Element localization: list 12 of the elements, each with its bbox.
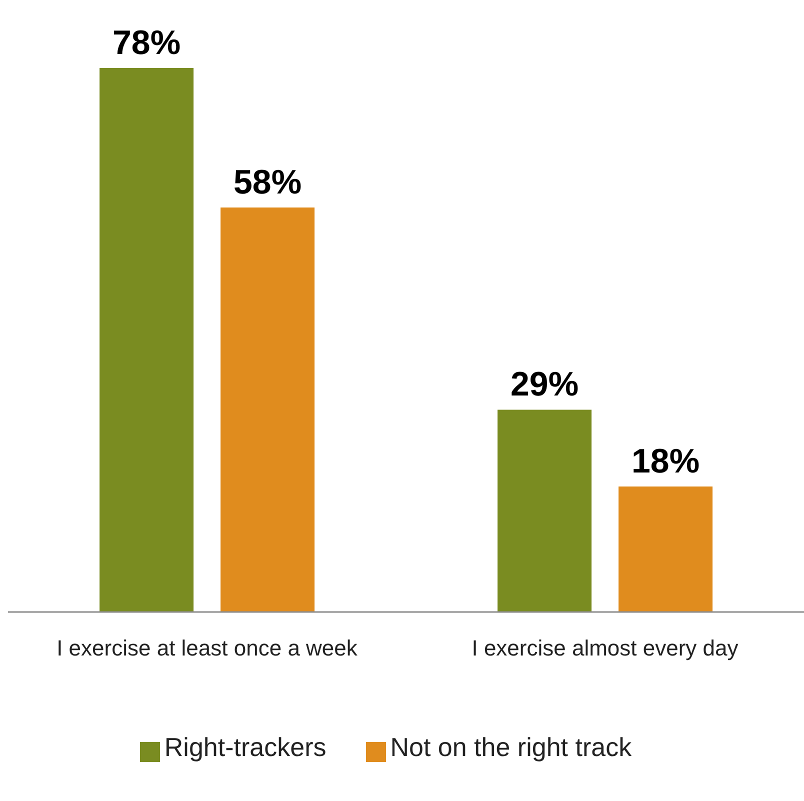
data-label: 78% [112, 24, 181, 62]
bar [220, 207, 315, 612]
data-label: 58% [234, 163, 302, 202]
data-label: 18% [632, 442, 700, 480]
legend-label: Right-trackers [164, 732, 326, 762]
bar [498, 410, 592, 612]
x-tick-label: I exercise at least once a week [56, 636, 358, 661]
data-label: 29% [510, 366, 579, 404]
bar [618, 486, 713, 612]
x-tick-label: I exercise almost every day [472, 636, 738, 661]
bar [100, 68, 194, 612]
legend-label: Not on the right track [390, 732, 632, 762]
